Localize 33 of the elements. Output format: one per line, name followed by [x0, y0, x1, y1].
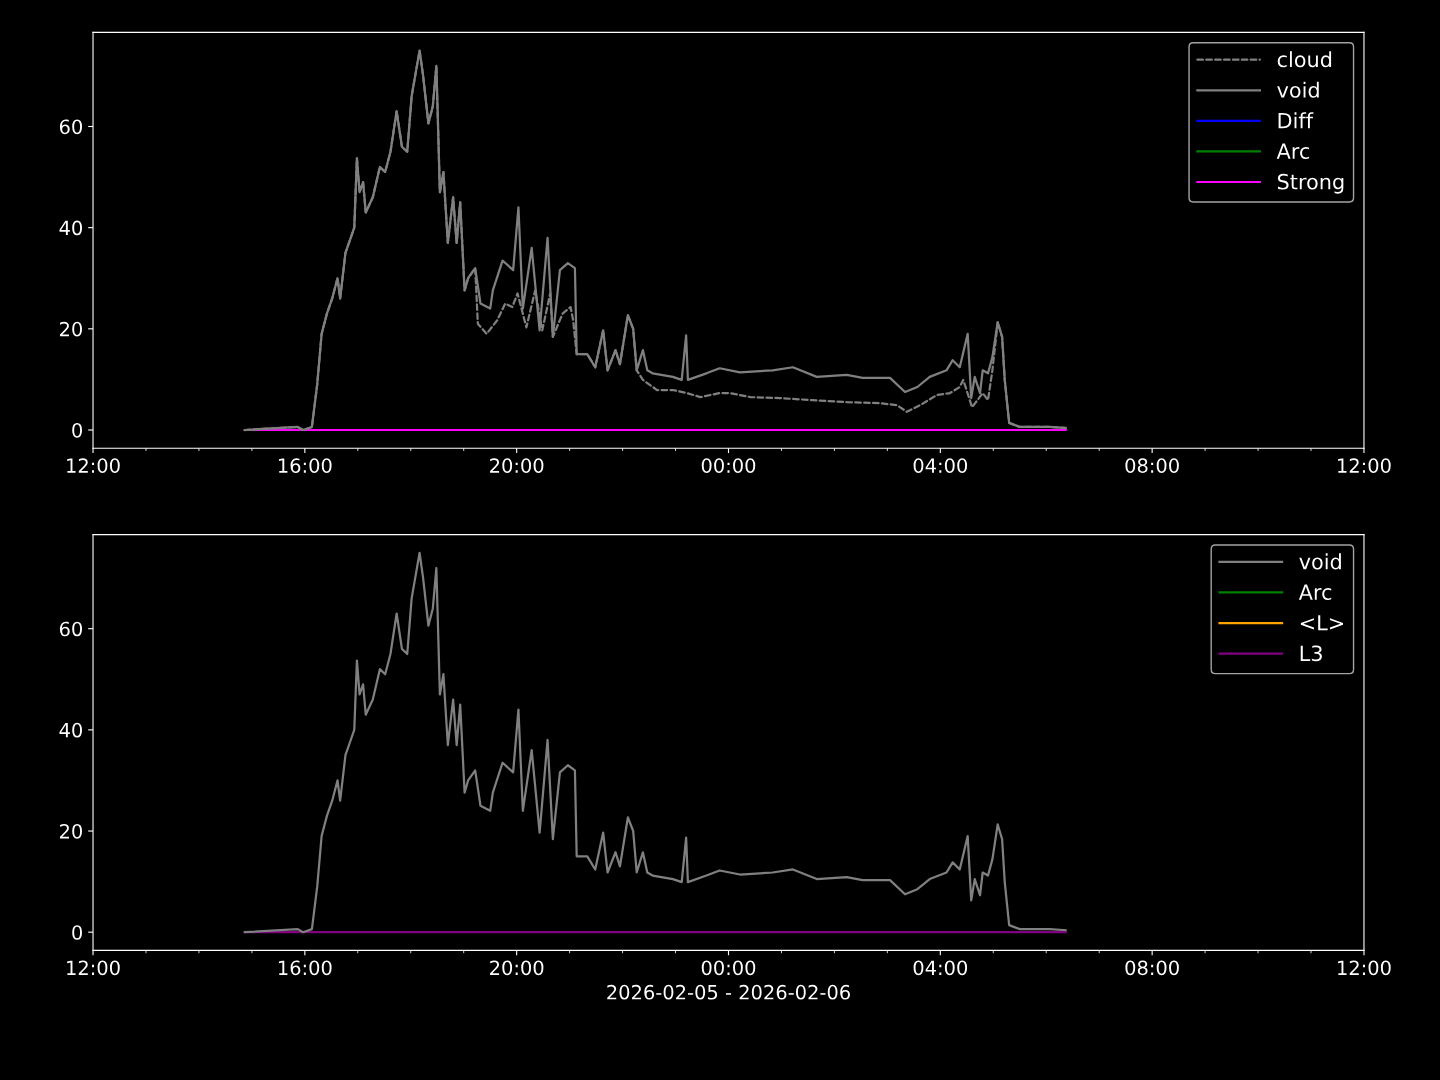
x-tick-label: 00:00	[701, 458, 756, 473]
x-tick-label: 12:00	[67, 960, 120, 976]
y-tick-label: 60	[59, 119, 83, 135]
x-tick-label: 12:00	[1338, 458, 1391, 473]
y-tick-label: 40	[59, 220, 83, 236]
y-tick-label: 60	[59, 621, 83, 637]
x-tick-label: 16:00	[278, 458, 332, 473]
legend-label: <L>	[1300, 615, 1343, 631]
x-tick-label: 00:00	[701, 960, 756, 976]
y-tick-label: 20	[59, 823, 83, 839]
y-tick-label: 40	[59, 722, 83, 738]
x-tick-label: 12:00	[67, 458, 120, 473]
legend-label: Diff	[1278, 112, 1314, 129]
legend-label: L3	[1300, 645, 1322, 662]
x-tick-label: 20:00	[490, 960, 544, 976]
y-tick-label: 0	[72, 422, 83, 438]
legend-label: cloud	[1277, 51, 1332, 68]
y-tick-label: 20	[59, 321, 83, 337]
x-tick-label: 04:00	[913, 458, 968, 473]
legend-label: Arc	[1276, 143, 1310, 160]
x-tick-label: 04:00	[913, 960, 968, 976]
x-tick-label: 08:00	[1125, 458, 1179, 473]
y-tick-label: 0	[72, 925, 83, 940]
x-tick-label: 12:00	[1338, 960, 1391, 976]
x-axis-title: 2026-02-05 - 2026-02-06	[607, 984, 850, 1000]
x-tick-label: 08:00	[1125, 960, 1179, 976]
legend-label: Strong	[1277, 173, 1344, 194]
legend-label: void	[1277, 81, 1319, 98]
legend-label: Arc	[1298, 584, 1332, 601]
line-series	[243, 551, 1067, 934]
legend-label: void	[1299, 553, 1341, 570]
x-tick-label: 20:00	[490, 458, 544, 473]
x-tick-label: 16:00	[278, 960, 332, 976]
